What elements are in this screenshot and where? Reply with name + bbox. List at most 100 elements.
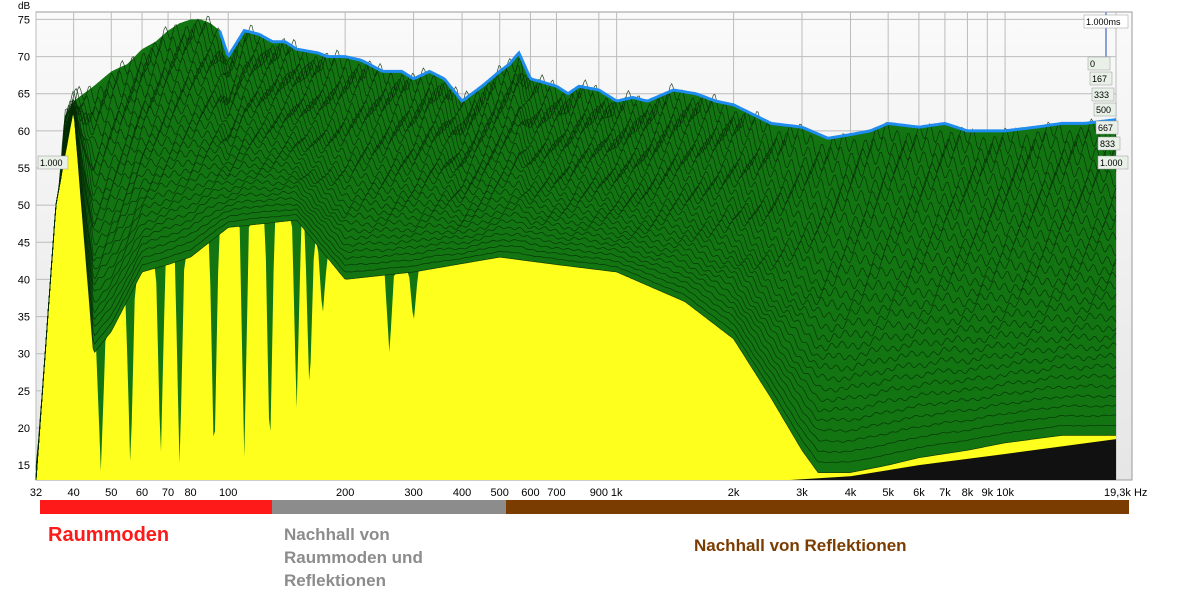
time-axis-box (1091, 87, 1115, 102)
decay-slice-line (35, 54, 1117, 481)
band-label-line: Raummoden und (284, 548, 423, 567)
x-tick-label: 1k (611, 487, 623, 499)
decay-slice-line (35, 15, 1117, 468)
decay-slice-line (35, 110, 1117, 480)
decay-slice-line (35, 46, 1117, 480)
noise-floor-area (790, 439, 1116, 480)
decay-slice-line (35, 60, 1117, 481)
time-axis-box (1095, 120, 1119, 135)
x-tick-label: 80 (184, 487, 196, 499)
y-tick-label: 35 (18, 312, 30, 324)
decay-slice-line (35, 109, 1117, 477)
x-tick-label: 500 (491, 487, 509, 499)
band-label-raummoden: Raummoden (48, 524, 170, 546)
time-axis-label: 333 (1094, 90, 1109, 100)
x-tick-label: 200 (336, 487, 354, 499)
x-tick-label: 8k (962, 487, 974, 499)
spectral-fill (36, 19, 1116, 481)
time-axis-box (1083, 14, 1129, 29)
x-tick-label: 300 (404, 487, 422, 499)
decay-slice-line (35, 111, 1116, 481)
y-tick-label: 50 (18, 200, 30, 212)
decay-slice-line (35, 110, 1117, 481)
left-marker-box (37, 155, 69, 170)
x-tick-label: 700 (547, 487, 565, 499)
y-axis-label: dB (18, 1, 31, 12)
y-tick-label: 15 (18, 460, 30, 472)
envelope-line (218, 28, 1117, 140)
x-tick-label: 400 (453, 487, 471, 499)
band-raummoden (40, 500, 273, 514)
yellow-floor-area (36, 111, 1116, 481)
decay-slice-line (35, 111, 1117, 480)
time-axis-label: 833 (1100, 139, 1115, 149)
time-axis-box (1089, 71, 1113, 86)
decay-slice-line (35, 98, 1117, 481)
time-axis-label: 0 (1090, 59, 1095, 69)
decay-slice-line (35, 102, 1117, 477)
axes: dB 15 20 25 30 35 40 45 50 55 60 65 70 75 32 40 50 60 70 80… (18, 1, 1148, 499)
y-tick-label: 30 (18, 349, 30, 361)
decay-slice-line (35, 75, 1117, 476)
decay-slice-line (35, 109, 1117, 481)
x-tick-label: 60 (136, 487, 148, 499)
x-tick-label: 40 (68, 487, 80, 499)
band-label-nachhall-moden: Nachhall von Raummoden und Reflektionen (284, 523, 484, 592)
x-tick-label: 32 (30, 487, 42, 499)
x-tick-label: 100 (219, 487, 237, 499)
x-tick-label: 7k (939, 487, 951, 499)
time-axis: 1.000ms 0 167 333 500 667 833 1.000 1.000 (37, 12, 1129, 170)
front-envelope (218, 28, 1117, 140)
x-tick-label: 600 (521, 487, 539, 499)
y-tick-label: 75 (18, 14, 30, 26)
decay-slice-line (35, 103, 1117, 481)
y-tick-label: 45 (18, 237, 30, 249)
decay-slice-line (35, 110, 1117, 478)
decay-slices (35, 15, 1117, 481)
band-nachhall-moden (272, 500, 507, 514)
decay-slice-line (35, 67, 1117, 471)
time-axis-label: 1.000ms (1086, 17, 1121, 27)
x-tick-label: 70 (162, 487, 174, 499)
x-tick-label: 10k (996, 487, 1014, 499)
x-tick-label: 19,3k Hz (1104, 487, 1147, 499)
time-axis-label: 667 (1098, 123, 1113, 133)
decay-slice-line (35, 97, 1117, 477)
time-axis-label: 1.000 (1100, 158, 1123, 168)
time-axis-box (1093, 102, 1117, 117)
decay-slice-line (35, 109, 1117, 478)
waterfall-chart: dB 15 20 25 30 35 40 45 50 55 60 65 70 75 32 40 50 60 70 80… (18, 1, 1148, 499)
left-marker-label: 1.000 (40, 158, 63, 168)
decay-slice-line (35, 107, 1117, 481)
decay-slice-line (35, 109, 1117, 479)
time-axis-box (1097, 136, 1121, 151)
band-label-reflektionen: Nachhall von Reflektionen (694, 536, 907, 555)
decay-slice-line (35, 83, 1117, 481)
decay-slice-line (35, 109, 1117, 478)
decay-slice-line (35, 109, 1117, 481)
y-tick-label: 65 (18, 89, 30, 101)
y-tick-label: 20 (18, 423, 30, 435)
x-tick-label: 9k (981, 487, 993, 499)
x-tick-label: 6k (913, 487, 925, 499)
time-axis-box (1087, 56, 1111, 71)
y-tick-label: 70 (18, 52, 30, 64)
time-axis-label: 500 (1096, 105, 1111, 115)
decay-slice-line (35, 36, 1117, 481)
band-nachhall-reflektionen (506, 500, 1129, 514)
y-tick-label: 25 (18, 386, 30, 398)
x-tick-label: 50 (105, 487, 117, 499)
time-axis-box (1097, 155, 1129, 170)
decay-slice-line (35, 106, 1117, 481)
y-tick-label: 60 (18, 126, 30, 138)
x-tick-label: 2k (728, 487, 740, 499)
decay-slice-line (35, 105, 1117, 481)
decay-slice-line (35, 111, 1117, 481)
band-label-line: Nachhall von (284, 525, 390, 544)
x-tick-label: 900 (590, 487, 608, 499)
x-tick-label: 5k (882, 487, 894, 499)
decay-slice-line (35, 110, 1117, 481)
time-axis-label: 167 (1092, 74, 1107, 84)
x-tick-label: 4k (845, 487, 857, 499)
y-tick-label: 40 (18, 274, 30, 286)
